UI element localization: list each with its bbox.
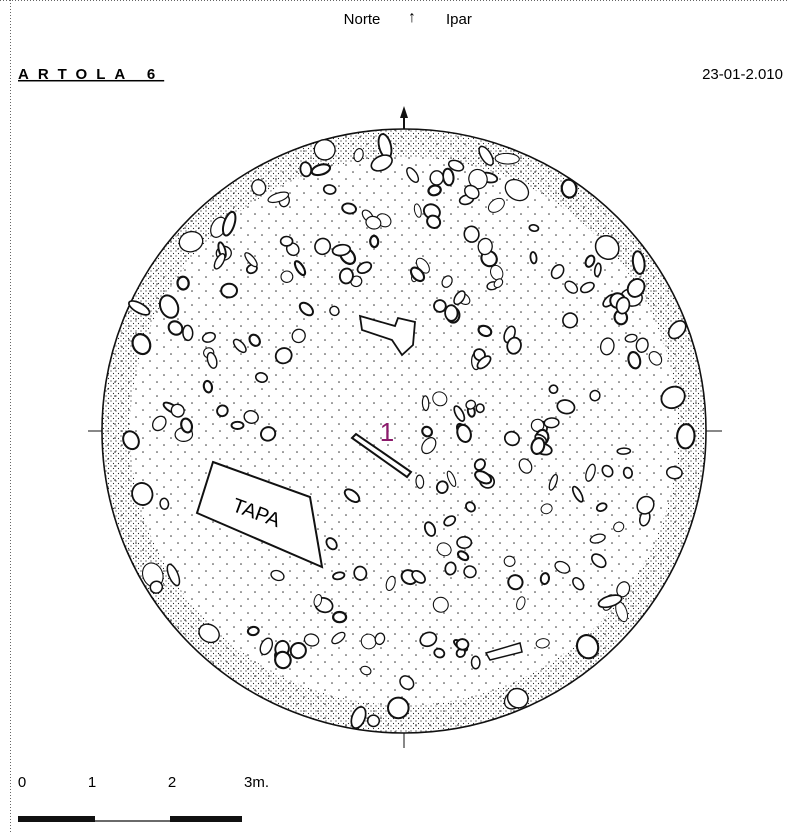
- scale-label: 1: [88, 774, 96, 791]
- stone: [160, 498, 170, 510]
- date: 23-01-2.010: [702, 66, 783, 83]
- stone: [281, 236, 293, 246]
- stone: [422, 396, 429, 411]
- stone: [549, 385, 558, 394]
- stone: [529, 224, 539, 232]
- stone: [540, 573, 550, 585]
- stone: [333, 612, 346, 622]
- stone: [530, 252, 537, 264]
- scale-label: 0: [18, 774, 26, 791]
- stone: [445, 305, 458, 321]
- scale-bar: [170, 816, 242, 822]
- stone: [370, 236, 379, 248]
- scale-label: 2: [168, 774, 176, 791]
- stone: [476, 404, 484, 413]
- plan: TAPA 1: [88, 106, 722, 748]
- north-arrow: ↑: [408, 9, 416, 26]
- page: Norte ↑ Ipar ARTOLA 6 23-01-2.010 TAPA 1…: [0, 0, 787, 832]
- north-label: Norte: [344, 11, 381, 28]
- stone: [471, 656, 480, 669]
- stone: [247, 626, 259, 635]
- scale-bar: [18, 816, 95, 822]
- scale-label: 3m.: [244, 774, 269, 791]
- ipar-label: Ipar: [446, 11, 472, 28]
- stone: [232, 422, 244, 429]
- stone: [221, 284, 237, 298]
- stone: [457, 537, 472, 549]
- stone-1-label: 1: [380, 417, 394, 447]
- stone: [183, 325, 194, 340]
- north-arrowhead: [400, 106, 408, 118]
- stone: [544, 418, 559, 429]
- stone: [676, 424, 695, 449]
- stone: [456, 638, 469, 650]
- stone: [495, 153, 520, 164]
- stone: [177, 276, 189, 290]
- stone: [281, 271, 293, 283]
- stone: [430, 171, 443, 185]
- stone: [323, 184, 336, 195]
- stone: [617, 448, 630, 454]
- title: ARTOLA 6: [18, 66, 164, 83]
- stone: [388, 698, 409, 719]
